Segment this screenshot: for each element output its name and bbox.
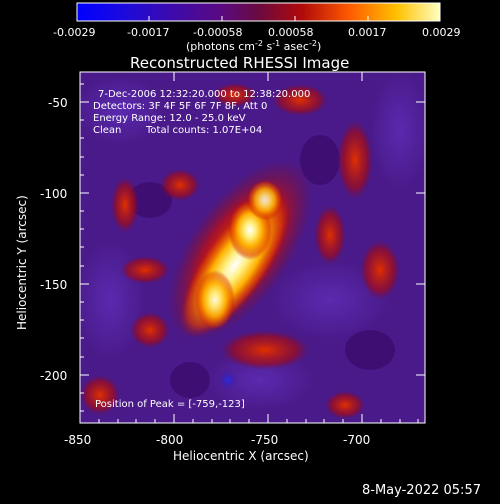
colorbar	[77, 3, 440, 21]
x-tick-label: -850	[64, 433, 91, 447]
time-range-text: 7-Dec-2006 12:32:20.000 to 12:38:20.000	[98, 89, 310, 100]
image-annotations: 7-Dec-2006 12:32:20.000 to 12:38:20.000 …	[93, 89, 310, 410]
y-tick-label: -150	[40, 278, 67, 292]
y-tick-label: -100	[40, 187, 67, 201]
y-axis-label: Heliocentric Y (arcsec)	[15, 195, 29, 330]
x-axis-tick-labels: -850 -800 -750 -700	[64, 433, 370, 447]
energy-range-text: Energy Range: 12.0 - 25.0 keV	[93, 113, 246, 124]
rhessi-image	[80, 72, 425, 423]
colorbar-tick-label: 0.0017	[348, 26, 387, 39]
colorbar-tick-label: -0.0029	[53, 26, 95, 39]
peak-position-text: Position of Peak = [-759,-123]	[95, 399, 245, 410]
detectors-text: Detectors: 3F 4F 5F 6F 7F 8F, Att 0	[93, 101, 267, 112]
plot-title: Reconstructed RHESSI Image	[130, 54, 349, 72]
x-tick-label: -750	[251, 433, 278, 447]
y-axis-ticks	[80, 83, 425, 412]
colorbar-tick-label: 0.0029	[422, 26, 461, 39]
total-counts-text: Total counts: 1.07E+04	[145, 125, 262, 136]
colorbar-tick-label: -0.0017	[127, 26, 169, 39]
y-axis-tick-labels: -50 -100 -150 -200	[40, 96, 68, 383]
x-tick-label: -800	[156, 433, 183, 447]
colorbar-tick-label: 0.00058	[268, 26, 314, 39]
colorbar-tick-label: -0.00058	[193, 26, 242, 39]
x-axis-label: Heliocentric X (arcsec)	[173, 449, 309, 463]
colorbar-units: (photons cm-2 s-1 asec-2)	[186, 39, 321, 53]
x-tick-label: -700	[343, 433, 370, 447]
footer-date: 8-May-2022 05:57	[362, 483, 481, 498]
colorbar-tick-labels: -0.0029 -0.0017 -0.00058 0.00058 0.0017 …	[53, 26, 461, 39]
colorbar-ticks	[76, 16, 441, 21]
x-axis-ticks	[79, 72, 419, 423]
y-tick-label: -200	[40, 369, 67, 383]
clean-label: Clean	[93, 125, 121, 136]
y-tick-label: -50	[48, 96, 68, 110]
